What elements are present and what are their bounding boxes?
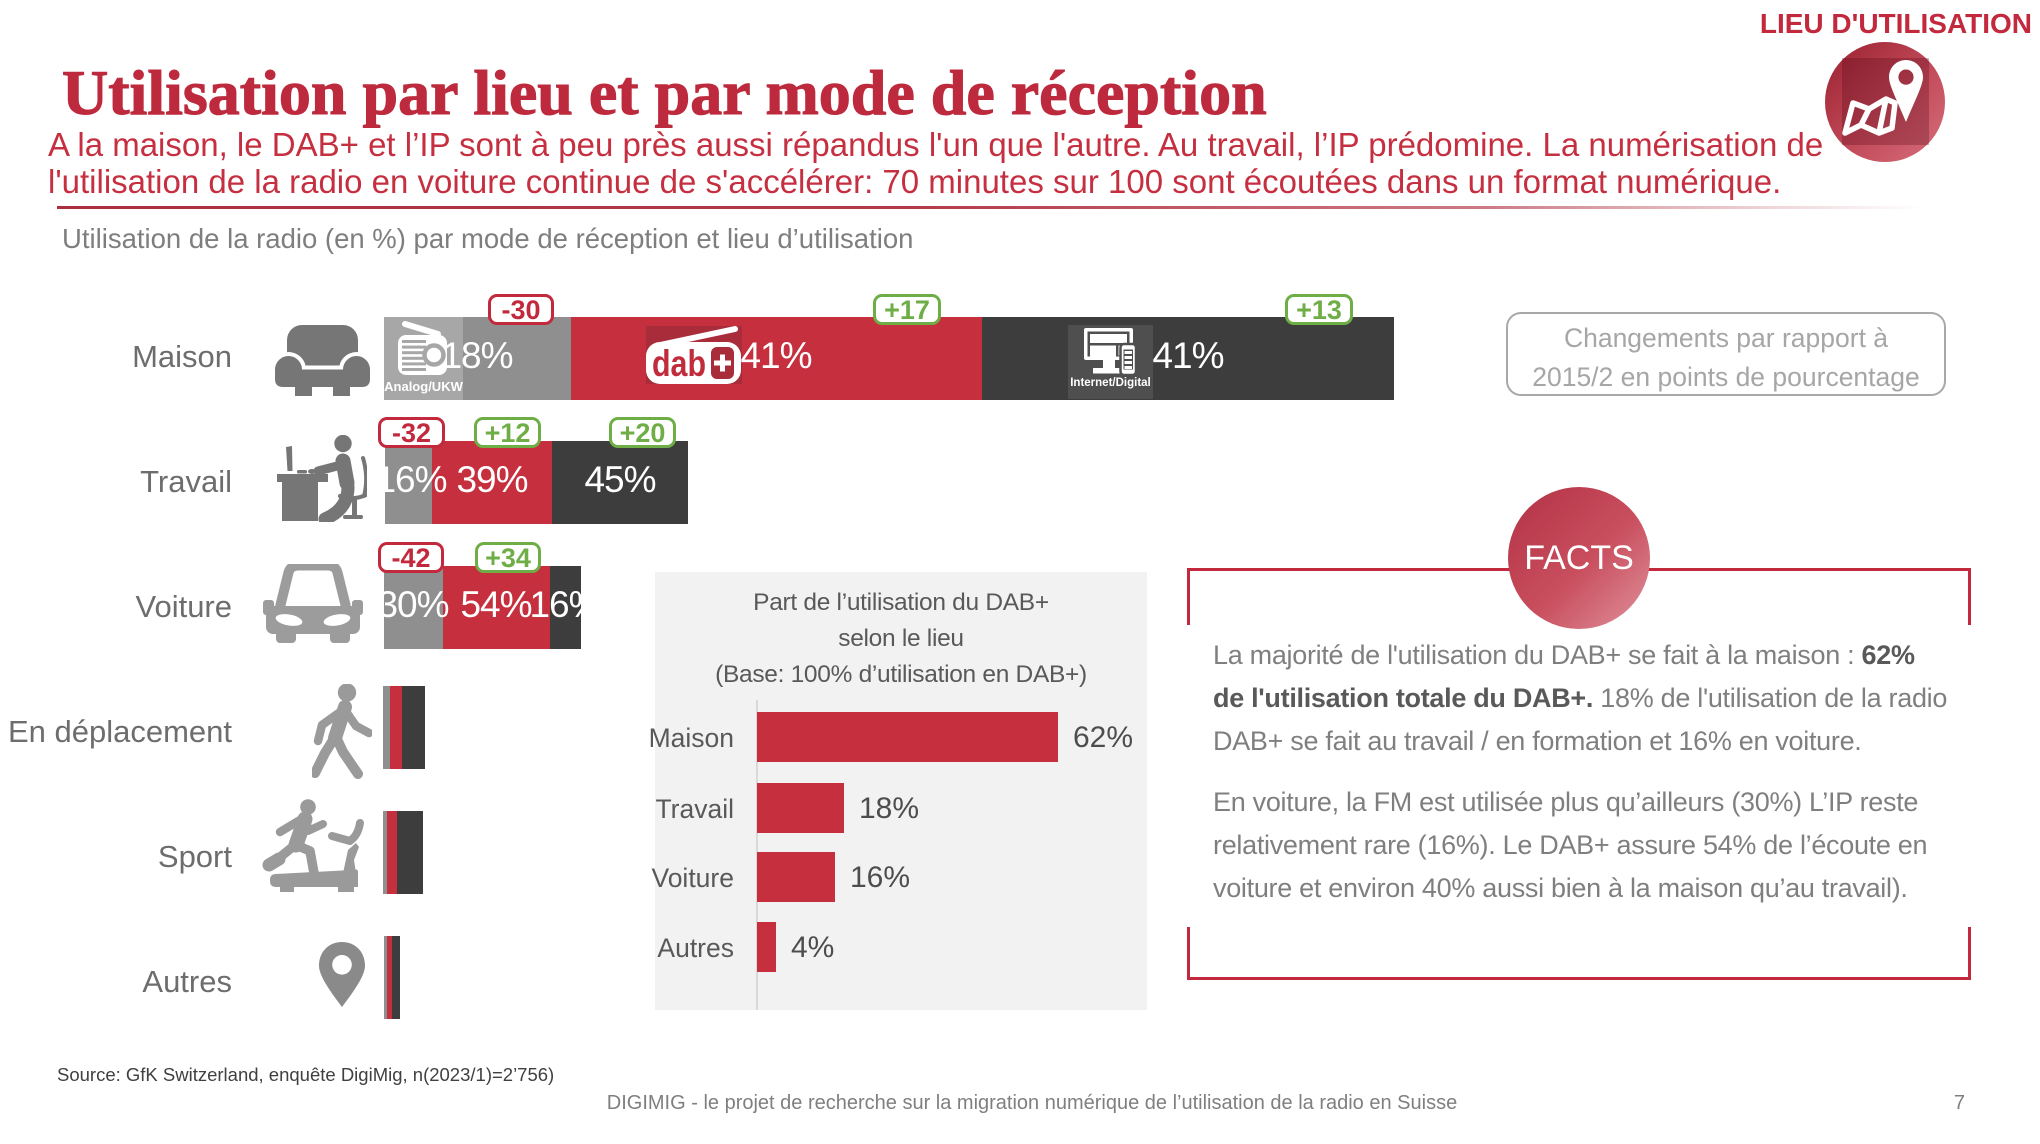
svg-text:dab: dab — [652, 343, 706, 384]
